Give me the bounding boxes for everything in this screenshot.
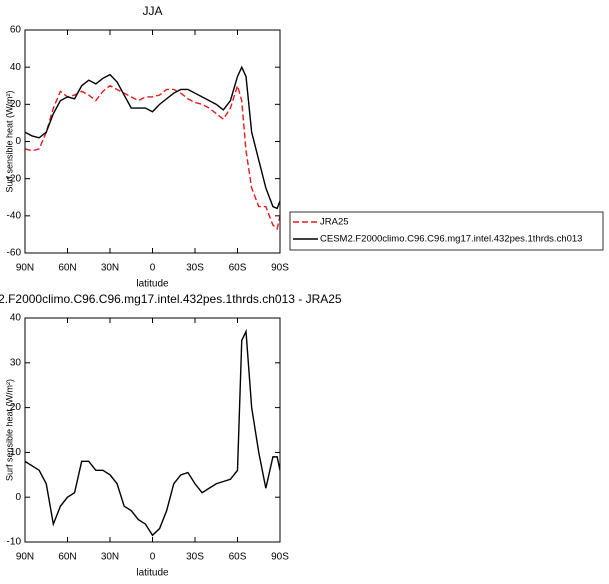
- data-line: [25, 83, 280, 231]
- x-tick-label: 30S: [186, 552, 204, 563]
- legend-box: [289, 211, 604, 251]
- y-tick-label: 10: [10, 447, 22, 458]
- plot-frame: [24, 317, 281, 543]
- data-line: [25, 65, 280, 210]
- x-tick-label: 30S: [186, 263, 204, 274]
- y-tick-label: -40: [7, 210, 22, 221]
- y-tick-label: 0: [15, 492, 21, 503]
- chart-title: CESM2.F2000climo.C96.C96.mg17.intel.432p…: [0, 292, 342, 306]
- legend-label: JRA25: [320, 217, 349, 228]
- x-tick-label: 0: [150, 552, 156, 563]
- y-axis-label: Surf sensible heat (W/m²): [4, 90, 14, 192]
- x-tick-label: 60N: [58, 552, 76, 563]
- x-tick-label: 60N: [58, 263, 76, 274]
- x-tick-label: 90N: [16, 263, 34, 274]
- legend-label: CESM2.F2000climo.C96.C96.mg17.intel.432p…: [320, 234, 582, 245]
- x-tick-label: 0: [150, 263, 156, 274]
- y-tick-label: 0: [15, 136, 21, 147]
- y-tick-label: 60: [10, 25, 22, 36]
- y-tick-label: -20: [7, 173, 22, 184]
- x-axis-label: latitude: [136, 279, 169, 290]
- x-tick-label: 90S: [271, 552, 289, 563]
- x-tick-label: 90N: [16, 552, 34, 563]
- data-line: [25, 328, 280, 537]
- x-tick-label: 60S: [229, 552, 247, 563]
- x-tick-label: 30N: [101, 552, 119, 563]
- y-tick-label: 20: [10, 99, 22, 110]
- y-axis-label: Surf sensible heat (W/m²): [4, 379, 14, 481]
- x-axis-label: latitude: [136, 568, 169, 579]
- y-tick-label: 40: [10, 62, 22, 73]
- x-tick-label: 60S: [229, 263, 247, 274]
- x-tick-label: 90S: [271, 263, 289, 274]
- plot-frame: [24, 29, 281, 254]
- y-tick-label: 20: [10, 402, 22, 413]
- y-tick-label: 30: [10, 357, 22, 368]
- x-tick-label: 30N: [101, 263, 119, 274]
- y-tick-label: -10: [7, 537, 22, 548]
- y-tick-label: 40: [10, 313, 22, 324]
- y-tick-label: -60: [7, 248, 22, 259]
- chart-title: JJA: [142, 4, 162, 18]
